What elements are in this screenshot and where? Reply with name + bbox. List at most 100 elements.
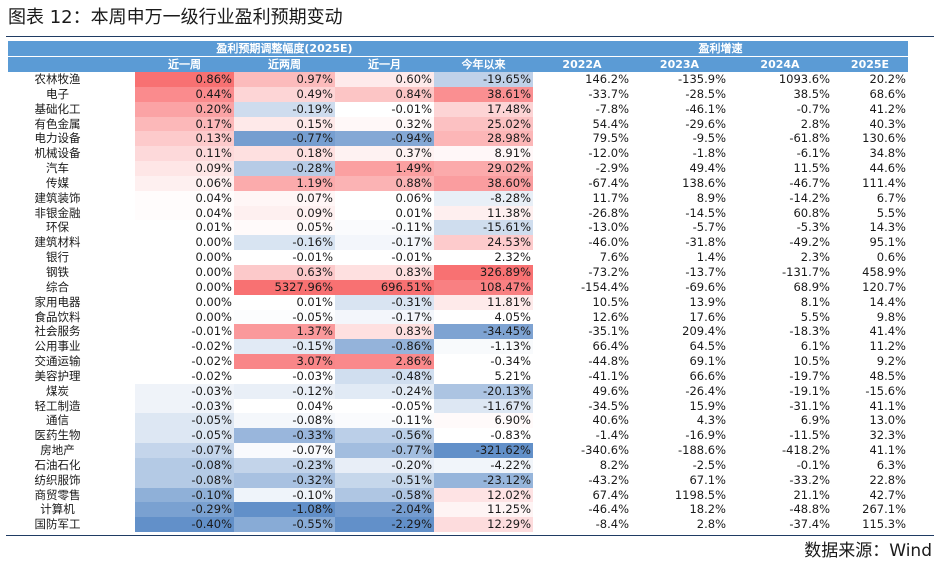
cell-growth-2025e: 41.1% — [869, 443, 906, 458]
cell-chg-1m: 0.84% — [335, 86, 434, 102]
cell-chg-1m: 0.83% — [335, 324, 434, 340]
cell-growth-2022a: -1.4% — [595, 428, 629, 443]
table-row: 综合 0.00% 5327.96% 696.51% 108.47% -154.4% -69.… — [8, 279, 908, 295]
cell-chg-1m: -0.01% — [391, 101, 432, 116]
cell-growth-2024a: -18.3% — [789, 324, 830, 339]
cell-growth-2025e: 41.2% — [869, 101, 906, 116]
cell-chg-2w: 0.63% — [234, 264, 335, 280]
table-row: 电力设备 0.13% -0.77% -0.94% 28.98% 79.5% -9.5% -61… — [8, 131, 908, 147]
cell-growth-2024a: 11.5% — [793, 161, 830, 176]
cell-industry: 石油石化 — [34, 457, 81, 472]
header-col-2025e: 2025E — [832, 56, 908, 72]
cell-chg-ytd: -0.83% — [490, 428, 531, 443]
cell-chg-1w: 0.00% — [195, 294, 232, 309]
cell-chg-1m: -0.01% — [391, 250, 432, 265]
cell-growth-2023a: -16.9% — [685, 428, 726, 443]
cell-industry: 公用事业 — [34, 339, 81, 354]
cell-growth-2023a: 66.6% — [689, 368, 726, 383]
cell-chg-ytd: 24.53% — [434, 235, 533, 251]
cell-chg-2w: 0.15% — [234, 116, 335, 132]
header-col-2w: 近两周 — [234, 56, 335, 72]
cell-industry: 钢铁 — [46, 264, 69, 279]
cell-chg-1w: 0.04% — [135, 190, 234, 206]
cell-growth-2023a: -29.6% — [685, 116, 726, 131]
cell-chg-1m: -0.86% — [335, 339, 434, 355]
data-source: 数据来源：Wind — [804, 541, 932, 561]
cell-growth-2025e: 5.5% — [876, 205, 906, 220]
cell-chg-1w: -0.03% — [135, 398, 234, 414]
cell-chg-2w: -0.77% — [234, 131, 335, 147]
cell-growth-2025e: 41.1% — [869, 398, 906, 413]
cell-growth-2022a: -12.0% — [588, 146, 629, 161]
cell-growth-2022a: -154.4% — [581, 279, 629, 294]
cell-chg-1w: 0.00% — [195, 264, 232, 279]
header-column-row: 近一周 近两周 近一月 今年以来 2022A 2023A 2024A 2025E — [8, 56, 908, 72]
cell-chg-1w: 0.44% — [135, 86, 234, 102]
title-divider — [6, 36, 934, 37]
cell-growth-2024a: -0.7% — [796, 101, 830, 116]
cell-chg-ytd: 11.25% — [434, 502, 533, 518]
cell-growth-2022a: -46.4% — [588, 502, 629, 517]
cell-growth-2024a: 38.5% — [793, 86, 830, 101]
cell-growth-2022a: 7.6% — [599, 250, 629, 265]
header-col-1w: 近一周 — [135, 56, 234, 72]
cell-chg-ytd: 28.98% — [434, 131, 533, 147]
cell-chg-1w: -0.08% — [135, 457, 234, 473]
cell-growth-2024a: -31.1% — [789, 398, 830, 413]
cell-chg-1m: 0.83% — [335, 264, 434, 280]
cell-growth-2022a: -46.0% — [588, 235, 629, 250]
cell-chg-2w: -0.15% — [234, 339, 335, 355]
cell-chg-1m: -0.17% — [335, 309, 434, 325]
header-col-1m: 近一月 — [335, 56, 434, 72]
cell-industry: 电力设备 — [34, 131, 81, 146]
table-row: 传媒 0.06% 1.19% 0.88% 38.60% -67.4% 138.6% -46.7… — [8, 175, 908, 191]
cell-growth-2025e: 9.8% — [876, 309, 906, 324]
cell-chg-1m: -0.17% — [335, 235, 434, 251]
cell-industry: 家用电器 — [34, 294, 81, 309]
cell-growth-2023a: 15.9% — [689, 398, 726, 413]
table-row: 基础化工 0.20% -0.19% -0.01% 17.48% -7.8% -46.1% -0… — [8, 101, 908, 117]
table-row: 建筑材料 0.00% -0.16% -0.17% 24.53% -46.0% -31.8% -… — [8, 235, 908, 251]
cell-chg-1m: -0.31% — [335, 294, 434, 310]
cell-chg-2w: -0.12% — [234, 383, 335, 399]
cell-growth-2024a: 5.5% — [800, 309, 830, 324]
cell-industry: 银行 — [46, 250, 69, 265]
cell-growth-2023a: 64.5% — [689, 339, 726, 354]
cell-chg-2w: -1.08% — [234, 502, 335, 518]
cell-growth-2024a: -5.3% — [796, 220, 830, 235]
cell-industry: 有色金属 — [34, 116, 81, 131]
cell-chg-2w: -0.07% — [234, 443, 335, 458]
cell-growth-2022a: 146.2% — [585, 72, 629, 86]
cell-chg-1m: -0.48% — [335, 368, 434, 384]
cell-growth-2022a: 8.2% — [599, 457, 629, 472]
cell-growth-2022a: -73.2% — [588, 264, 629, 279]
cell-chg-1m: -0.24% — [335, 383, 434, 399]
cell-chg-ytd: -11.67% — [434, 398, 533, 414]
cell-industry: 电子 — [46, 86, 69, 101]
header-col-2022a: 2022A — [533, 56, 631, 72]
cell-chg-1w: 0.01% — [195, 220, 232, 235]
cell-growth-2024a: 6.9% — [800, 413, 830, 428]
table-row: 交通运输 -0.02% 3.07% 2.86% -0.34% -44.8% 69.1% 10.… — [8, 354, 908, 369]
cell-growth-2022a: 79.5% — [592, 131, 629, 146]
cell-chg-ytd: 25.02% — [434, 116, 533, 132]
cell-chg-1m: 0.32% — [335, 116, 434, 132]
cell-growth-2025e: 9.2% — [876, 354, 906, 369]
cell-chg-2w: -0.05% — [234, 309, 335, 325]
cell-growth-2023a: -5.7% — [692, 220, 726, 235]
cell-chg-1m: 1.49% — [335, 161, 434, 176]
cell-growth-2024a: -418.2% — [782, 443, 830, 458]
table-row: 国防军工 -0.40% -0.55% -2.29% 12.29% -8.4% 2.8% -37… — [8, 517, 908, 533]
table-row: 房地产 -0.07% -0.07% -0.77% -321.62% -340.6% -188… — [8, 443, 908, 458]
cell-industry: 煤炭 — [46, 383, 69, 398]
cell-growth-2024a: -19.7% — [789, 368, 830, 383]
cell-industry: 机械设备 — [34, 146, 81, 161]
header-group-spacer — [434, 41, 533, 57]
cell-chg-1m: -0.56% — [335, 428, 434, 444]
cell-chg-ytd: 4.05% — [494, 309, 531, 324]
cell-chg-2w: -0.10% — [234, 487, 335, 503]
cell-growth-2025e: 14.4% — [869, 294, 906, 309]
cell-chg-ytd: 5.21% — [494, 368, 531, 383]
cell-chg-1m: -0.11% — [335, 220, 434, 236]
cell-industry: 汽车 — [46, 161, 69, 176]
